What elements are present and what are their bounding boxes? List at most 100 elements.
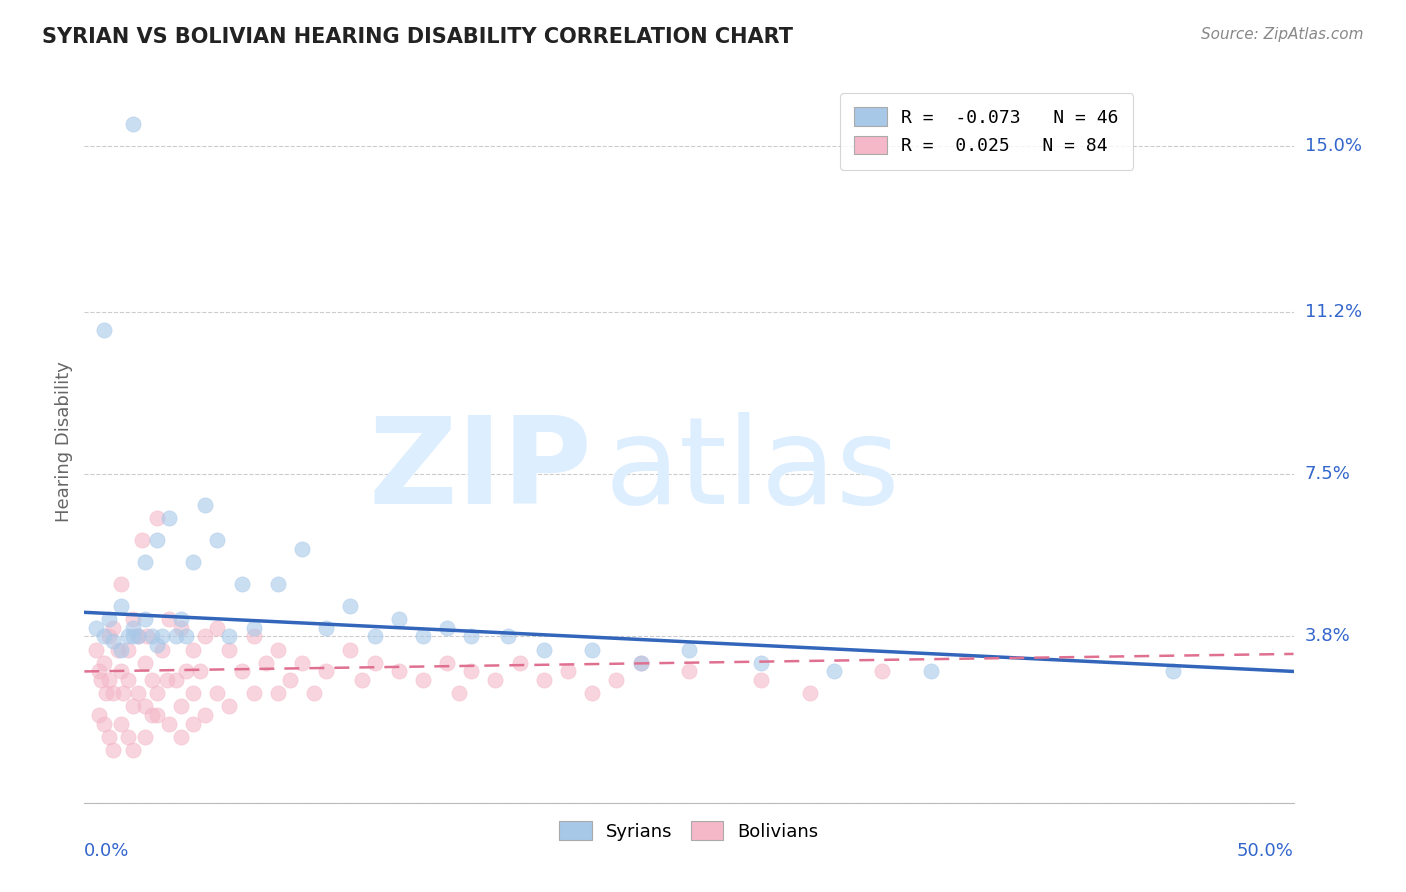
- Point: [155, 673, 177, 688]
- Point: [93, 656, 115, 670]
- Point: [157, 511, 180, 525]
- Point: [121, 699, 143, 714]
- Point: [278, 673, 301, 688]
- Text: atlas: atlas: [605, 412, 900, 529]
- Text: Source: ZipAtlas.com: Source: ZipAtlas.com: [1201, 27, 1364, 42]
- Point: [751, 656, 773, 670]
- Point: [242, 621, 264, 635]
- Point: [94, 686, 117, 700]
- Point: [165, 673, 187, 688]
- Text: 50.0%: 50.0%: [1237, 842, 1294, 860]
- Point: [436, 656, 458, 670]
- Point: [90, 673, 112, 688]
- Point: [146, 638, 169, 652]
- Point: [190, 665, 212, 679]
- Point: [110, 577, 132, 591]
- Point: [103, 743, 125, 757]
- Point: [267, 577, 290, 591]
- Point: [181, 555, 204, 569]
- Point: [799, 686, 821, 700]
- Point: [112, 686, 135, 700]
- Point: [218, 642, 240, 657]
- Point: [165, 629, 187, 643]
- Point: [218, 699, 240, 714]
- Point: [254, 656, 277, 670]
- Point: [352, 673, 374, 688]
- Point: [127, 686, 149, 700]
- Point: [630, 656, 652, 670]
- Point: [581, 686, 603, 700]
- Y-axis label: Hearing Disability: Hearing Disability: [55, 361, 73, 522]
- Point: [194, 498, 217, 512]
- Point: [134, 730, 156, 744]
- Point: [242, 629, 264, 643]
- Point: [121, 621, 143, 635]
- Point: [194, 708, 217, 723]
- Point: [110, 599, 132, 613]
- Point: [751, 673, 773, 688]
- Point: [121, 629, 143, 643]
- Point: [460, 665, 482, 679]
- Legend: Syrians, Bolivians: Syrians, Bolivians: [553, 814, 825, 848]
- Point: [86, 621, 108, 635]
- Point: [103, 686, 125, 700]
- Point: [291, 656, 314, 670]
- Point: [207, 621, 229, 635]
- Point: [678, 642, 700, 657]
- Point: [557, 665, 579, 679]
- Point: [496, 629, 519, 643]
- Point: [207, 686, 229, 700]
- Point: [110, 665, 132, 679]
- Point: [117, 730, 139, 744]
- Point: [630, 656, 652, 670]
- Point: [134, 612, 156, 626]
- Point: [412, 629, 434, 643]
- Point: [141, 708, 163, 723]
- Point: [117, 673, 139, 688]
- Point: [150, 629, 173, 643]
- Point: [121, 743, 143, 757]
- Point: [872, 665, 894, 679]
- Point: [157, 612, 180, 626]
- Point: [302, 686, 325, 700]
- Point: [97, 673, 120, 688]
- Point: [170, 621, 193, 635]
- Point: [117, 642, 139, 657]
- Text: 0.0%: 0.0%: [84, 842, 129, 860]
- Point: [141, 673, 163, 688]
- Point: [315, 665, 337, 679]
- Point: [146, 686, 169, 700]
- Point: [87, 665, 110, 679]
- Point: [231, 665, 253, 679]
- Point: [136, 629, 159, 643]
- Point: [218, 629, 240, 643]
- Point: [146, 511, 169, 525]
- Point: [460, 629, 482, 643]
- Text: 11.2%: 11.2%: [1305, 303, 1362, 321]
- Point: [207, 533, 229, 547]
- Point: [110, 717, 132, 731]
- Point: [170, 699, 193, 714]
- Point: [605, 673, 627, 688]
- Point: [127, 629, 149, 643]
- Point: [134, 555, 156, 569]
- Point: [339, 599, 361, 613]
- Point: [267, 686, 290, 700]
- Point: [436, 621, 458, 635]
- Point: [103, 621, 125, 635]
- Point: [134, 656, 156, 670]
- Point: [267, 642, 290, 657]
- Text: ZIP: ZIP: [368, 412, 592, 529]
- Point: [110, 642, 132, 657]
- Point: [388, 612, 411, 626]
- Point: [170, 612, 193, 626]
- Point: [174, 665, 197, 679]
- Point: [121, 117, 143, 131]
- Point: [315, 621, 337, 635]
- Point: [121, 612, 143, 626]
- Point: [103, 633, 125, 648]
- Point: [509, 656, 531, 670]
- Point: [117, 629, 139, 643]
- Point: [363, 629, 385, 643]
- Point: [181, 717, 204, 731]
